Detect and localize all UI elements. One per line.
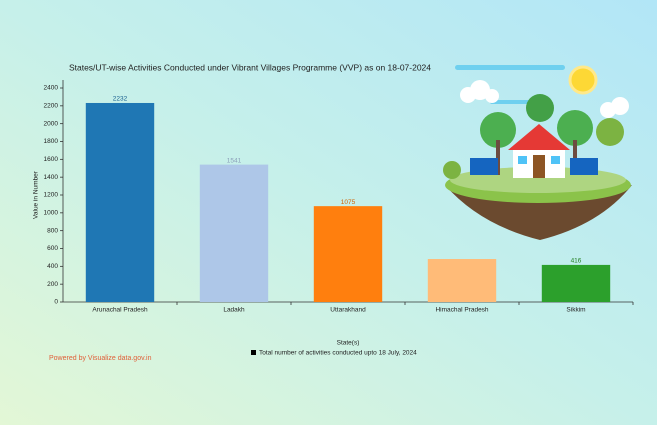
bar xyxy=(541,264,611,302)
legend-label: Total number of activities conducted upt… xyxy=(259,350,417,357)
y-tick-label: 2000 xyxy=(44,120,59,127)
chart-title: States/UT-wise Activities Conducted unde… xyxy=(69,62,431,72)
value-label: 2232 xyxy=(113,96,128,103)
y-tick-label: 1800 xyxy=(44,138,59,145)
x-tick-label: Sikkim xyxy=(566,307,585,314)
y-tick-label: 2400 xyxy=(44,85,59,92)
y-tick-label: 0 xyxy=(54,299,58,306)
bar xyxy=(199,164,269,302)
bar xyxy=(85,102,155,302)
x-tick-label: Himachal Pradesh xyxy=(435,307,488,314)
value-label: 1541 xyxy=(227,157,242,164)
y-tick-label: 1600 xyxy=(44,156,59,163)
y-tick-label: 1200 xyxy=(44,192,59,199)
y-tick-label: 200 xyxy=(47,281,58,288)
y-tick-label: 1400 xyxy=(44,174,59,181)
y-tick-label: 600 xyxy=(47,245,58,252)
value-label: 1075 xyxy=(341,199,356,206)
x-tick-label: Uttarakhand xyxy=(330,307,366,314)
x-tick-label: Arunachal Pradesh xyxy=(92,307,148,314)
credit: Powered by Visualize data.gov.in xyxy=(49,355,152,362)
y-axis-label: Value in Number xyxy=(33,170,40,219)
legend-swatch xyxy=(251,350,256,355)
value-label: 416 xyxy=(571,258,582,265)
y-tick-label: 2200 xyxy=(44,103,59,110)
illustration xyxy=(443,65,632,240)
bar xyxy=(313,206,383,302)
y-tick-label: 1000 xyxy=(44,210,59,217)
bar xyxy=(427,259,497,302)
y-tick-label: 800 xyxy=(47,227,58,234)
x-axis-label: State(s) xyxy=(337,340,360,347)
y-tick-label: 400 xyxy=(47,263,58,270)
x-tick-label: Ladakh xyxy=(223,307,245,314)
